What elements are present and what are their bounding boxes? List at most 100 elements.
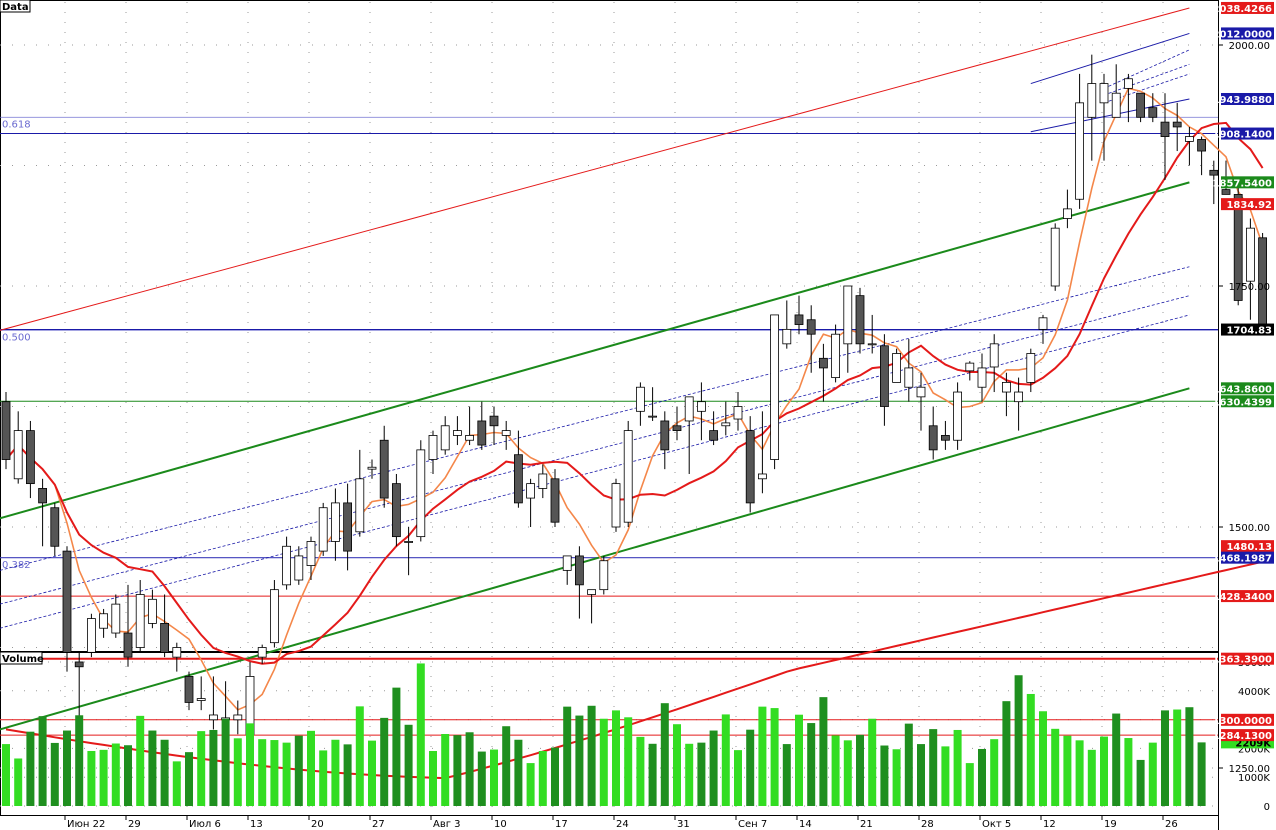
volume-bar <box>429 750 437 806</box>
volume-bar <box>990 739 999 806</box>
volume-layer <box>2 663 1206 806</box>
price-value-tag <box>1221 323 1274 336</box>
candle-body <box>135 594 145 648</box>
date-tick-label: 20 <box>311 819 324 830</box>
candle-layer <box>1 54 1267 738</box>
volume-bar <box>526 763 535 806</box>
ma-fast-orange <box>5 87 1264 711</box>
candle-body <box>318 507 328 552</box>
date-tick-label: 17 <box>555 819 568 830</box>
date-tick-label: 31 <box>677 819 690 830</box>
overlay-layer: 0.618 0.500 0.382 <box>0 7 1264 780</box>
volume-bar <box>282 742 291 806</box>
candle-body <box>1136 92 1145 118</box>
volume-bar <box>953 729 962 806</box>
candle-body <box>648 415 657 418</box>
candle-body <box>684 396 694 422</box>
candle-body <box>526 483 535 499</box>
price-value-tag <box>1221 652 1274 665</box>
candle-body <box>1221 189 1231 195</box>
price-value-tag-text: 1943.9880 <box>1213 95 1273 106</box>
price-value-tag-text: 1834.92 <box>1226 200 1272 211</box>
candle-body <box>562 555 572 571</box>
candle-body <box>294 555 304 581</box>
date-tick-label: 13 <box>250 819 263 830</box>
volume-bar <box>929 729 938 806</box>
volume-bar <box>148 730 157 806</box>
candle-body <box>965 362 975 372</box>
volume-bar <box>1148 742 1157 806</box>
volume-bar <box>1026 693 1035 806</box>
volume-bar <box>294 735 303 806</box>
candle-body <box>160 623 170 653</box>
candle-body <box>892 353 901 383</box>
volume-bar <box>331 739 340 806</box>
candle-body <box>355 478 365 533</box>
volume-bar <box>14 758 23 806</box>
blue-mini-channel-mid <box>1103 49 1190 89</box>
volume-bar <box>734 750 742 806</box>
candle-body <box>697 401 706 412</box>
candle-body <box>758 473 767 480</box>
volume-tick-label: 1000K <box>1238 773 1270 784</box>
volume-bar <box>502 726 511 806</box>
candle-body <box>953 391 962 441</box>
candle-body <box>916 386 926 398</box>
candle-body <box>233 714 243 721</box>
price-value-tag-text: 1428.3400 <box>1213 592 1273 603</box>
volume-bar <box>38 716 47 806</box>
volume-bar <box>965 763 974 806</box>
candle-body <box>13 430 23 480</box>
price-value-tag <box>1221 127 1274 140</box>
candle-body <box>1014 391 1023 403</box>
candle-body <box>38 488 47 504</box>
candle-body <box>50 507 60 547</box>
price-value-tag <box>1221 382 1274 395</box>
volume-bar <box>2 744 10 806</box>
candle-body <box>196 698 206 701</box>
volume-bar <box>1124 738 1133 806</box>
volume-bar <box>721 714 730 806</box>
volume-bar <box>782 744 791 806</box>
date-tick-label: 28 <box>921 819 934 830</box>
volume-bar <box>904 723 913 806</box>
candle-body <box>1197 139 1206 152</box>
candle-body <box>1087 83 1097 118</box>
volume-bar <box>185 752 193 806</box>
price-value-tag <box>1221 590 1274 603</box>
volume-bar <box>197 731 206 806</box>
volume-bar <box>355 706 364 806</box>
volume-bar <box>563 706 572 806</box>
price-tick-label: 1750.00 <box>1229 282 1270 293</box>
blue-dashed-channel <box>0 314 1190 629</box>
candle-body <box>514 454 523 504</box>
volume-bar <box>26 731 35 806</box>
candle-body <box>1075 102 1084 200</box>
volume-bar <box>233 738 242 806</box>
green-channel-lower <box>0 387 1190 731</box>
volume-bar <box>111 743 120 806</box>
volume-bar <box>1002 701 1011 806</box>
volume-bar <box>1112 713 1121 806</box>
date-tick-label: 24 <box>616 819 629 830</box>
candle-body <box>282 545 292 586</box>
fib-label: 0.382 <box>2 560 31 571</box>
date-tick-label: 12 <box>1043 819 1056 830</box>
volume-panel-label-box <box>0 651 43 665</box>
candle-body <box>819 357 828 369</box>
volume-bar <box>1087 749 1096 806</box>
date-tick-label: 14 <box>799 819 812 830</box>
volume-bar <box>685 743 694 806</box>
date-tick-label: Июл 6 <box>189 819 221 830</box>
volume-bar <box>819 697 828 806</box>
price-value-tag <box>1221 729 1274 742</box>
volume-bar <box>1014 675 1023 806</box>
volume-bar <box>75 715 84 806</box>
volume-bar <box>514 739 523 806</box>
volume-bar <box>1136 759 1145 806</box>
volume-bar <box>368 740 376 806</box>
price-value-tag-text: 1643.8600 <box>1213 384 1273 395</box>
candle-body <box>465 435 475 441</box>
candle-body <box>1111 92 1121 118</box>
